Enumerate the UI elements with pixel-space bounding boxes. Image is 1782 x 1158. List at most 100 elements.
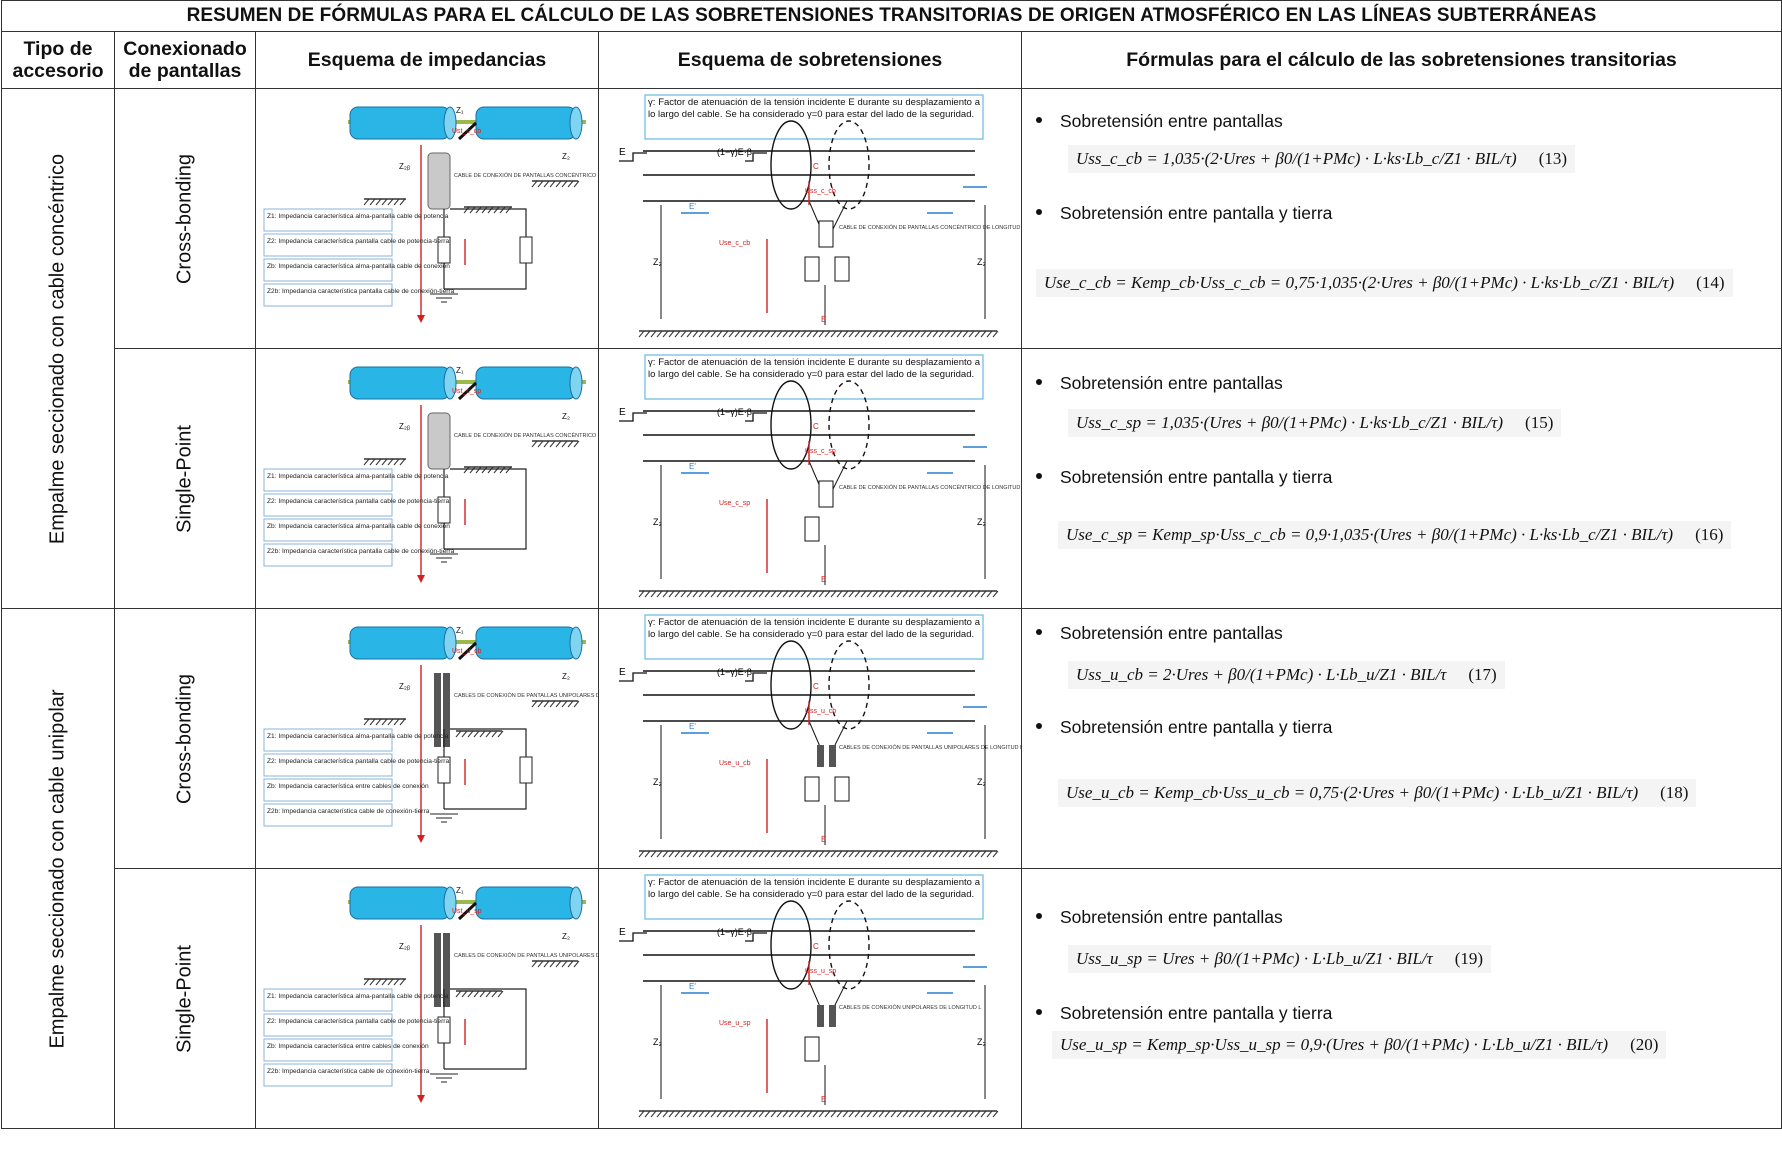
ground-hatch [455,730,462,738]
ground-hatch [375,978,382,986]
ground-hatch [926,330,933,338]
ground-hatch [505,206,512,214]
u-label: Use_c_sp [719,500,750,507]
ground-hatch [393,198,400,206]
cable-end [569,106,583,140]
ground-hatch [950,1110,957,1118]
legend-text: Z1: Impedancia característica alma-panta… [267,733,449,740]
ground-hatch [493,466,500,474]
ground-hatch [950,590,957,598]
legend-box [263,208,393,232]
ground-hatch [800,330,807,338]
ground-hatch [980,330,987,338]
ground-hatch [962,590,969,598]
ground-hatch [491,990,498,998]
ground-hatch [854,850,861,858]
impedance-diagram-cell: Z₁ Ust_c_sp CABLE DE CONEXIÓN DE PANTALLAS… [255,348,599,609]
ground-hatch [848,850,855,858]
connection-cell: Cross-bonding [114,88,256,349]
ground-hatch [884,1110,891,1118]
u-label: Uss_u_cb [805,708,836,715]
ground-hatch [463,466,470,474]
ground-hatch [824,590,831,598]
ground-hatch [537,440,544,448]
ground-hatch [968,590,975,598]
ground-hatch [752,1110,759,1118]
legend-text: Z2: Impedancia característica pantalla c… [267,498,449,505]
cable-end [569,886,583,920]
z2-label: Z₂ [977,517,986,527]
ground-hatch [992,590,999,598]
ground-hatch [740,1110,747,1118]
ground-hatch [890,330,897,338]
ground-hatch [752,330,759,338]
ground-hatch [481,466,488,474]
transmitted-wave [745,672,767,682]
u-label: Use_u_cb [719,760,751,767]
ground-hatch [890,850,897,858]
legend-text: Z2b: Impedancia característica cable de … [267,808,430,815]
ground-hatch [806,850,813,858]
e-earth-label: E [821,315,826,324]
ground-hatch [944,1110,951,1118]
cable-section [770,640,812,730]
bullet-between-screens: Sobretensión entre pantallas [1036,623,1283,644]
ground-hatch [872,330,879,338]
formula-15: Uss_c_sp = 1,035·(Ures + β0/(1+PMc) · L·… [1068,409,1562,437]
ground-hatch [728,330,735,338]
ground-hatch [499,466,506,474]
ground-hatch [722,850,729,858]
ground-hatch [956,590,963,598]
gamma-note-box [644,94,984,140]
ground-hatch [890,590,897,598]
u-label: Use_u_sp [719,1020,751,1027]
ground-hatch [686,850,693,858]
e-earth-label: E [821,575,826,584]
ground-hatch [866,850,873,858]
ground-hatch [896,330,903,338]
ground-hatch [878,850,885,858]
ground-hatch [393,458,400,466]
cable-note: CABLE DE CONEXIÓN DE PANTALLAS CONCÉNTRI… [454,432,599,439]
e-reflected-label: E' [689,982,696,991]
ground-hatch [369,978,376,986]
ground-hatch [698,850,705,858]
ground-hatch [716,590,723,598]
formula-cell: Sobretensión entre pantallas Uss_u_cb = … [1020,608,1782,869]
surge-limiter [519,236,533,264]
ground-hatch [806,1110,813,1118]
ground-hatch [860,590,867,598]
incident-wave [619,152,647,162]
ground-hatch [974,850,981,858]
ground-hatch [473,990,480,998]
e-reflected-label: E' [689,462,696,471]
legend-text: Z2b: Impedancia característica cable de … [267,1068,430,1075]
z2-label: Z₂ [653,517,662,527]
ground-hatch [920,850,927,858]
formula-20: Use_u_sp = Kemp_sp·Uss_u_sp = 0,9·(Ures … [1052,1031,1667,1059]
ground-hatch [782,1110,789,1118]
ground-hatch [806,590,813,598]
ground-hatch [469,466,476,474]
ground-hatch [399,198,406,206]
connection-cable [443,673,450,747]
ground-hatch [698,330,705,338]
legend-box [263,518,393,542]
ground-hatch [381,198,388,206]
header-esquema-sobretensiones: Esquema de sobretensiones [598,31,1022,89]
ground-wire [444,988,527,1070]
ground-hatch [722,590,729,598]
ground-hatch [740,330,747,338]
impedance-diagram-cell: Z₁ Ust_u_sp CABLES DE CONEXIÓN DE PANTALLA… [255,868,599,1129]
ground-hatch [549,700,556,708]
ground-hatch [854,1110,861,1118]
impedance-diagram: Z₁ Ust_u_cb CABLES DE CONEXIÓN DE PANTALLA… [263,626,599,843]
ground-hatch [776,1110,783,1118]
ground-hatch [896,1110,903,1118]
ground-hatch [680,1110,687,1118]
ground-hatch [399,978,406,986]
ground-hatch [950,850,957,858]
legend-box [263,803,393,827]
ground-hatch [363,978,370,986]
cable-end [443,106,457,140]
